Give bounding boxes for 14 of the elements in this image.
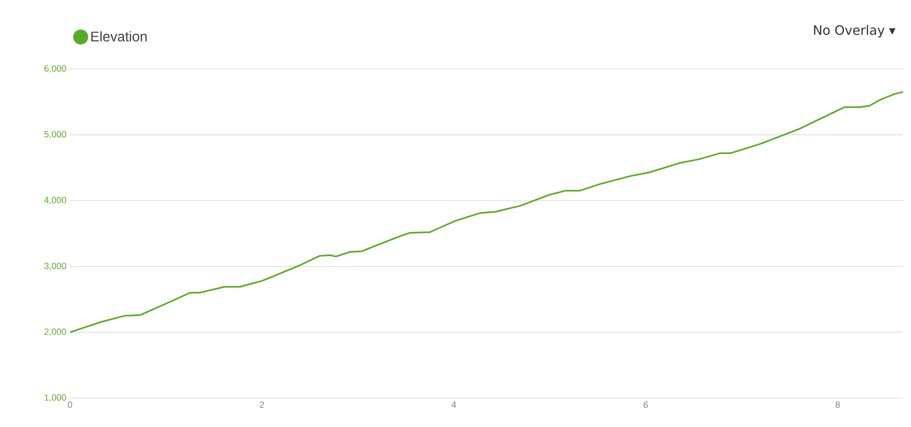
text: No Overlay ▾ <box>814 24 896 38</box>
y-tick-label: 5,000 <box>44 131 66 138</box>
x-tick-label: 4 <box>452 402 456 408</box>
x-tick-label: 2 <box>260 402 264 408</box>
y-tick-label: 2,000 <box>44 328 66 336</box>
x-tick-label: 8 <box>836 402 840 408</box>
x-tick-label: 6 <box>644 402 648 408</box>
y-tick-label: 3,000 <box>44 262 66 270</box>
y-tick-label: 6,000 <box>44 65 66 73</box>
y-tick-label: 4,000 <box>44 196 66 204</box>
legend-label: Elevation <box>91 31 147 42</box>
x-tick-label: 0 <box>68 402 72 408</box>
line-series <box>69 91 904 333</box>
y-tick-label: 1,000 <box>44 394 66 402</box>
